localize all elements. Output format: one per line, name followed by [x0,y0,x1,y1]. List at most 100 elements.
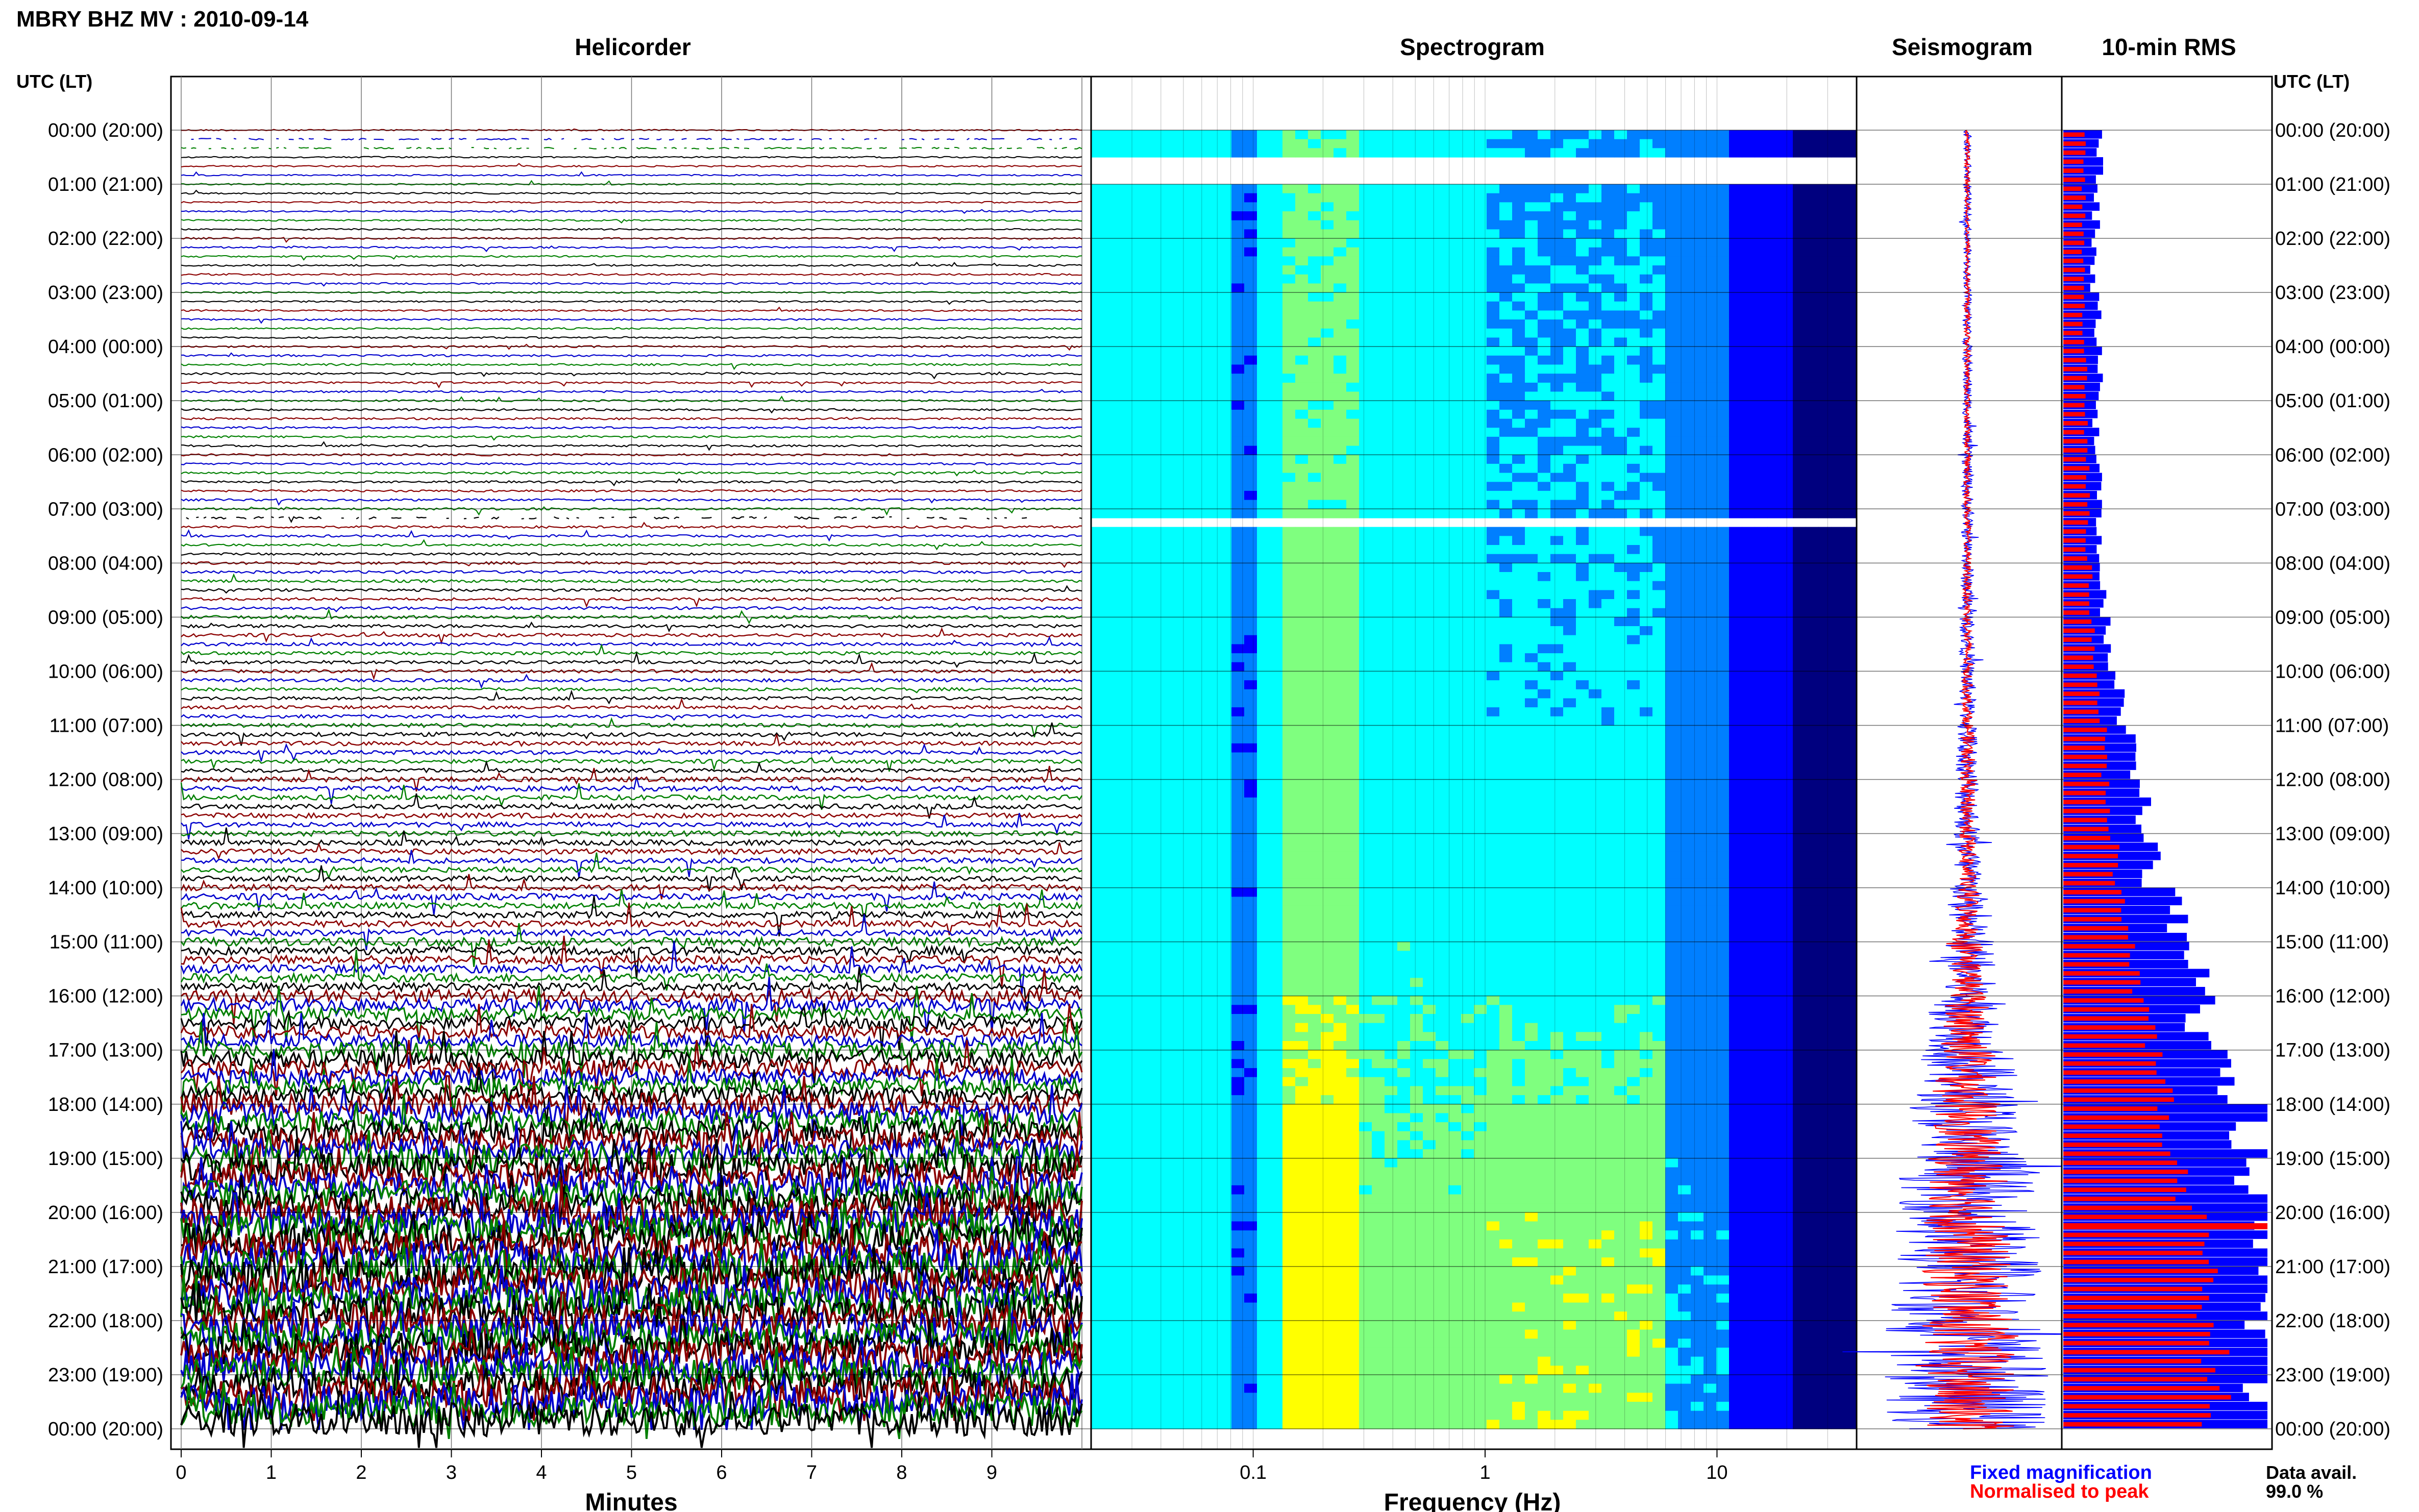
spectrogram-cell [1691,283,1704,293]
spectrogram-cell [1755,428,1768,437]
spectrogram-cell [1448,418,1462,428]
spectrogram-cell [1219,842,1232,852]
spectrogram-cell [1512,860,1525,870]
spectrogram-cell [1372,662,1385,672]
spectrogram-cell [1129,698,1143,708]
spectrogram-cell [1640,391,1653,401]
spectrogram-cell [1627,184,1640,194]
spectrogram-cell [1142,401,1155,410]
spectrogram-cell [1640,725,1653,735]
spectrogram-cell [1691,806,1704,816]
spectrogram-cell [1206,707,1219,717]
spectrogram-cell [1397,824,1411,834]
spectrogram-cell [1155,364,1168,374]
spectrogram-cell [1346,409,1360,419]
spectrogram-cell [1691,752,1704,762]
spectrogram-cell [1257,653,1270,663]
spectrogram-cell [1704,509,1717,518]
spectrogram-cell [1525,283,1538,293]
spectrogram-cell [1525,716,1538,726]
spectrogram-cell [1793,842,1806,852]
spectrogram-cell [1372,761,1385,771]
spectrogram-cell [1295,653,1309,663]
spectrogram-cell [1244,707,1257,717]
spectrogram-cell [1219,671,1232,681]
spectrogram-cell [1614,355,1627,365]
spectrogram-cell [1295,716,1309,726]
spectrogram-cell [1755,671,1768,681]
spectrogram-cell [1270,247,1283,257]
spectrogram-cell [1168,815,1181,825]
spectrogram-cell [1282,148,1296,158]
spectrogram-cell [1512,202,1525,212]
spectrogram-cell [1499,608,1513,617]
spectrogram-cell [1487,382,1500,392]
spectrogram-cell [1193,382,1206,392]
spectrogram-cell [1525,554,1538,563]
helicorder-trace [180,940,1083,995]
spectrogram-cell [1397,851,1411,861]
spectrogram-cell [1372,770,1385,780]
spectrogram-cell [1295,509,1309,518]
spectrogram-cell [1206,761,1219,771]
spectrogram-cell [1231,337,1245,347]
spectrogram-cell [1831,545,1844,555]
spectrogram-cell [1142,671,1155,681]
spectrogram-cell [1448,635,1462,645]
spectrogram-cell [1767,797,1781,807]
spectrogram-cell [1180,455,1194,464]
helicorder-trace [181,793,1082,819]
spectrogram-cell [1142,590,1155,600]
spectrogram-cell [1257,870,1270,879]
spectrogram-cell [1742,770,1755,780]
spectrogram-cell [1436,824,1449,834]
spectrogram-cell [1461,301,1474,311]
spectrogram-cell [1678,319,1691,329]
spectrogram-cell [1372,581,1385,590]
spectrogram-cell [1359,797,1372,807]
spectrogram-cell [1563,806,1576,816]
spectrogram-cell [1704,274,1717,284]
spectrogram-cell [1704,707,1717,717]
spectrogram-cell [1780,815,1793,825]
helicorder-title: Helicorder [575,34,691,60]
spectrogram-cell [1334,815,1347,825]
spectrogram-cell [1231,833,1245,843]
spectrogram-cell [1691,698,1704,708]
spectrogram-cell [1614,779,1627,789]
helicorder-trace [181,743,1082,762]
spectrogram-cell [1716,671,1730,681]
spectrogram-cell [1716,292,1730,302]
spectrogram-cell [1844,689,1857,699]
spectrogram-cell [1423,842,1436,852]
spectrogram-cell [1665,364,1679,374]
spectrogram-cell [1755,193,1768,203]
spectrogram-cell [1716,617,1730,627]
spectrogram-cell [1461,130,1474,140]
spectrogram-cell [1244,860,1257,870]
spectrogram-cell [1180,409,1194,419]
spectrogram-cell [1282,184,1296,194]
spectrogram-cell [1627,328,1640,338]
spectrogram-cell [1614,184,1627,194]
spectrogram-cell [1231,428,1245,437]
spectrogram-cell [1423,779,1436,789]
spectrogram-cell [1678,698,1691,708]
spectrogram-cell [1117,220,1130,230]
spectrogram-cell [1716,301,1730,311]
spectrogram-cell [1397,247,1411,257]
spectrogram-cell [1652,184,1666,194]
spectrogram-cell [1385,436,1398,447]
spectrogram-cell [1704,842,1717,852]
spectrogram-cell [1321,463,1334,474]
spectrogram-cell [1691,401,1704,410]
spectrogram-cell [1525,806,1538,816]
spectrogram-cell [1321,698,1334,708]
spectrogram-cell [1755,401,1768,410]
spectrogram-cell [1448,716,1462,726]
spectrogram-cell [1806,148,1819,158]
spectrogram-cell [1334,707,1347,717]
spectrogram-cell [1474,455,1487,464]
spectrogram-cell [1691,500,1704,509]
spectrogram-cell [1321,292,1334,302]
